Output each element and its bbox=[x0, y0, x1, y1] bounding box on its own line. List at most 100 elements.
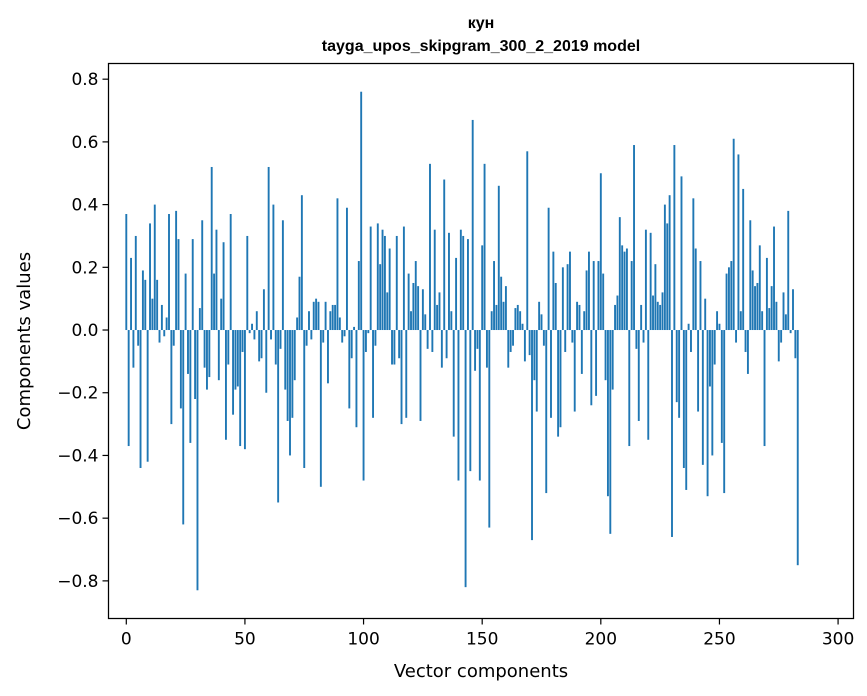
bar bbox=[201, 220, 204, 331]
bar bbox=[274, 330, 277, 365]
bar bbox=[308, 311, 310, 331]
bar bbox=[516, 304, 519, 331]
bar bbox=[464, 330, 467, 588]
bar bbox=[725, 273, 728, 331]
bar bbox=[547, 207, 550, 331]
bar bbox=[310, 330, 313, 340]
bar bbox=[246, 235, 249, 331]
bar bbox=[398, 330, 401, 359]
bar bbox=[564, 330, 567, 352]
bar bbox=[713, 330, 716, 365]
bar bbox=[523, 330, 526, 362]
x-axis: 0 50 100 150 200 250 300 bbox=[121, 618, 854, 650]
bar bbox=[609, 330, 612, 534]
bar bbox=[151, 298, 154, 331]
bar bbox=[414, 261, 417, 331]
bar bbox=[203, 330, 206, 368]
x-tick-label: 100 bbox=[347, 630, 379, 650]
bar bbox=[533, 330, 536, 381]
bar bbox=[277, 330, 280, 503]
bar bbox=[239, 330, 242, 447]
y-tick-label: 0.6 bbox=[71, 133, 98, 153]
bar bbox=[191, 239, 194, 331]
bar bbox=[561, 267, 564, 331]
bar bbox=[353, 326, 356, 331]
bar bbox=[132, 330, 135, 368]
bar bbox=[457, 330, 460, 481]
bar bbox=[424, 314, 427, 331]
bar bbox=[141, 270, 144, 331]
bar bbox=[630, 261, 633, 331]
bar bbox=[697, 330, 700, 412]
bar bbox=[732, 138, 735, 331]
bar bbox=[526, 151, 529, 331]
y-tick-label: −0.2 bbox=[57, 384, 98, 404]
bar bbox=[431, 330, 434, 352]
bar bbox=[538, 301, 541, 331]
bar bbox=[329, 311, 332, 331]
bar bbox=[213, 273, 216, 331]
x-tick-label: 300 bbox=[822, 630, 854, 650]
bar bbox=[127, 330, 130, 447]
bar bbox=[438, 292, 441, 331]
bar bbox=[576, 301, 579, 331]
bar bbox=[514, 308, 517, 331]
bar bbox=[426, 330, 429, 349]
bar bbox=[262, 289, 265, 331]
bar bbox=[735, 330, 738, 343]
bar bbox=[374, 330, 377, 346]
bar bbox=[569, 251, 571, 331]
bar bbox=[794, 330, 797, 359]
bar bbox=[395, 235, 398, 331]
bar bbox=[690, 330, 692, 352]
bar bbox=[727, 267, 730, 331]
chart-title: кун bbox=[468, 15, 495, 32]
bar bbox=[459, 229, 462, 331]
bar bbox=[746, 330, 749, 374]
bar bbox=[502, 301, 505, 331]
bar bbox=[156, 279, 159, 331]
plot-frame bbox=[107, 62, 855, 620]
bar bbox=[682, 330, 685, 468]
bar bbox=[661, 292, 664, 331]
bar bbox=[763, 330, 766, 447]
bar bbox=[391, 330, 393, 365]
bar bbox=[369, 226, 372, 331]
bar bbox=[554, 282, 557, 331]
bar bbox=[720, 330, 723, 443]
x-tick-label: 200 bbox=[585, 630, 617, 650]
bar bbox=[372, 330, 374, 418]
bar bbox=[744, 330, 747, 352]
bar bbox=[737, 154, 740, 331]
bar bbox=[376, 223, 379, 331]
bar bbox=[450, 311, 453, 331]
bar bbox=[507, 330, 510, 368]
bar bbox=[796, 330, 799, 566]
bar bbox=[557, 330, 560, 437]
bar bbox=[343, 330, 346, 337]
bar bbox=[175, 210, 178, 331]
bar bbox=[232, 330, 235, 415]
bar bbox=[236, 330, 239, 387]
bar bbox=[125, 214, 128, 331]
bar bbox=[730, 261, 733, 331]
bar bbox=[476, 330, 479, 349]
bar bbox=[685, 330, 688, 490]
bar bbox=[134, 235, 137, 331]
bar bbox=[545, 330, 548, 494]
bar bbox=[419, 330, 422, 421]
bar bbox=[706, 330, 709, 497]
bar bbox=[709, 330, 711, 387]
bar bbox=[542, 330, 545, 346]
bar bbox=[182, 330, 185, 525]
bar bbox=[647, 330, 650, 440]
bar bbox=[467, 239, 469, 331]
bar bbox=[792, 289, 794, 331]
bar bbox=[504, 286, 507, 331]
bar bbox=[338, 317, 341, 331]
bar bbox=[642, 330, 645, 343]
bar bbox=[711, 330, 714, 456]
y-tick-label: −0.6 bbox=[57, 509, 98, 529]
bar bbox=[286, 330, 289, 421]
bar bbox=[777, 330, 780, 362]
